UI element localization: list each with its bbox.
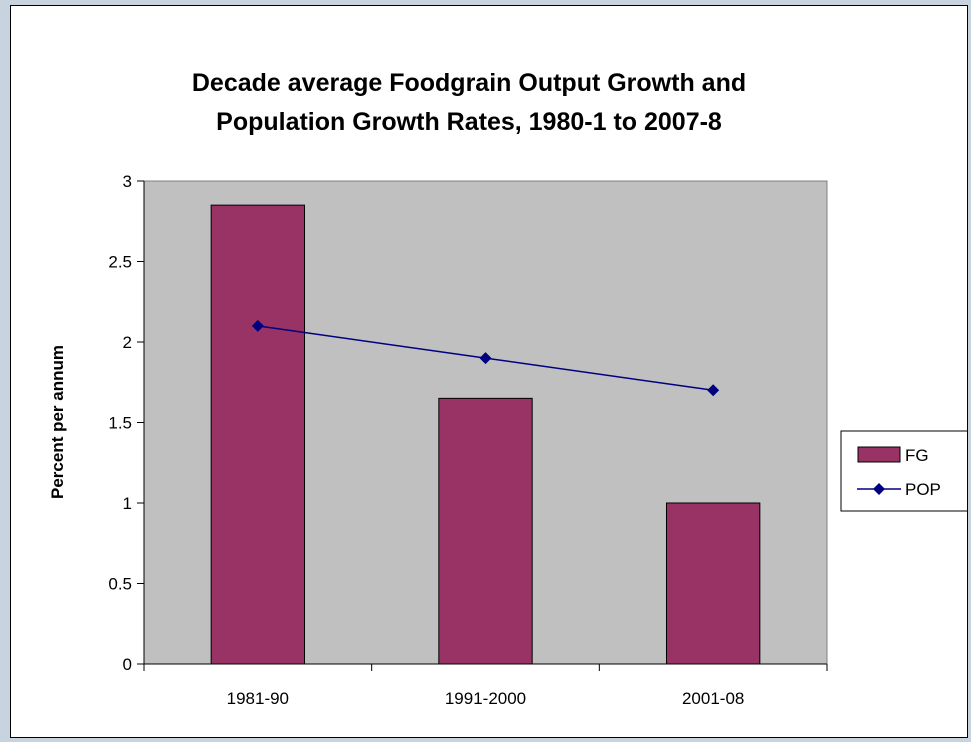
y-axis-label: Percent per annum <box>48 345 67 499</box>
bar-fg-1991-2000 <box>438 397 533 665</box>
chart-title-line-1: Decade average Foodgrain Output Growth a… <box>192 69 746 97</box>
pop-marker-1981-90 <box>251 319 264 332</box>
y-tick-label: 0 <box>123 655 132 674</box>
bar-fg-1981-90 <box>210 204 306 665</box>
pop-marker-2001-08 <box>707 384 720 397</box>
legend-pop-label: POP <box>905 480 941 499</box>
x-tick-label: 1991-2000 <box>445 689 526 708</box>
bar-fg-2001-08 <box>665 502 761 665</box>
fg-bars <box>210 204 761 665</box>
legend: FG POP <box>840 430 967 512</box>
chart-title: Decade average Foodgrain Output Growth a… <box>192 69 746 136</box>
x-tick-label: 2001-08 <box>682 689 744 708</box>
legend-pop-marker <box>873 483 885 495</box>
chart-frame: Decade average Foodgrain Output Growth a… <box>10 5 968 738</box>
legend-box <box>840 430 967 512</box>
pop-marker-1991-2000 <box>479 352 492 365</box>
x-tick-label: 1981-90 <box>227 689 289 708</box>
chart: Decade average Foodgrain Output Growth a… <box>48 69 967 708</box>
y-tick-label: 1.5 <box>108 414 132 433</box>
y-tick-label: 1 <box>123 494 132 513</box>
y-tick-label: 3 <box>123 172 132 191</box>
y-tick-label: 0.5 <box>108 575 132 594</box>
legend-fg-label: FG <box>905 446 929 465</box>
y-tick-labels: 0 0.5 1 1.5 2 2.5 3 <box>108 172 132 674</box>
x-tick-labels: 1981-90 1991-2000 2001-08 <box>227 689 745 708</box>
axes <box>137 180 828 671</box>
y-tick-label: 2 <box>123 333 132 352</box>
pop-line-series <box>251 319 720 397</box>
legend-fg-swatch <box>857 446 901 463</box>
y-tick-label: 2.5 <box>108 253 132 272</box>
chart-title-line-2: Population Growth Rates, 1980-1 to 2007-… <box>216 108 722 136</box>
